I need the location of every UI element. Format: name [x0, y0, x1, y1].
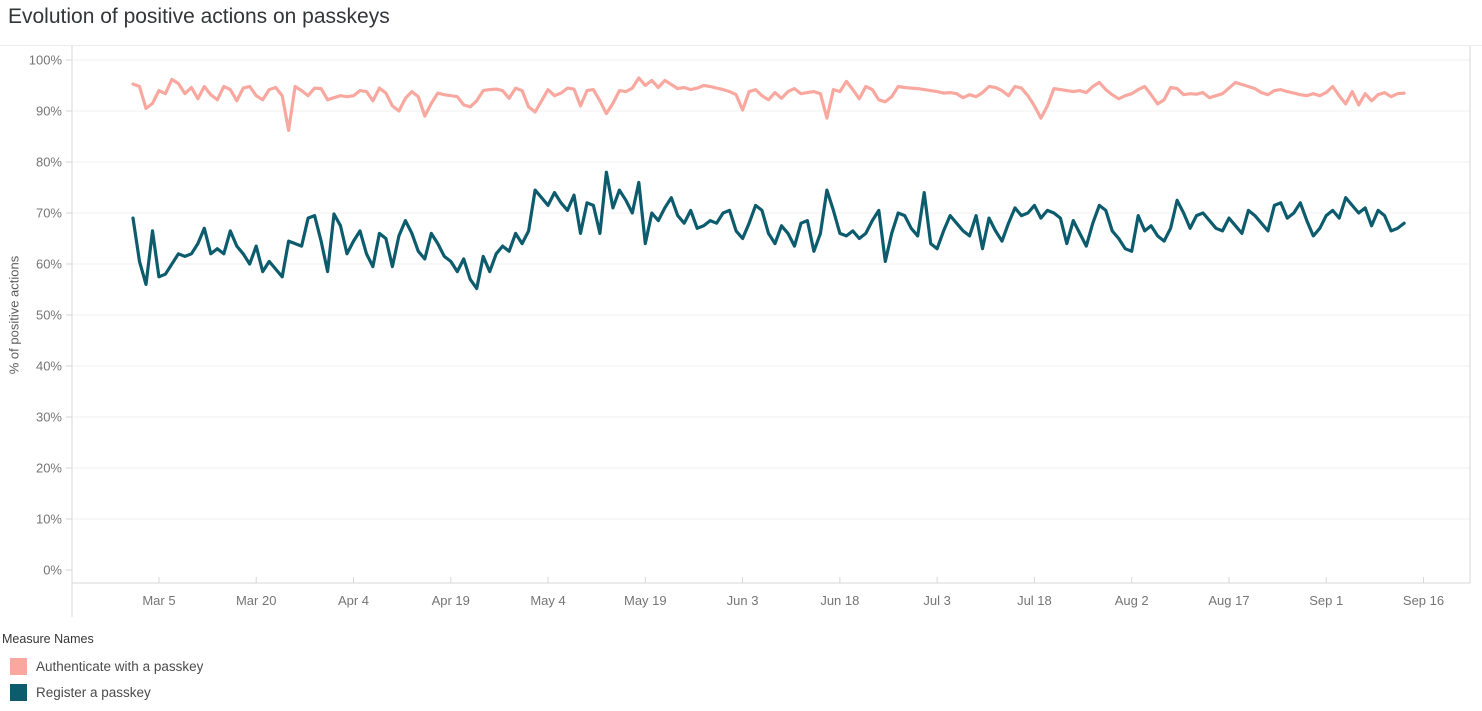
x-tick-label: Apr 4: [338, 593, 369, 608]
y-tick-label: 100%: [29, 53, 63, 68]
x-tick-label: Mar 20: [236, 593, 276, 608]
legend-item-register[interactable]: Register a passkey: [0, 679, 203, 705]
y-tick-label: 90%: [36, 104, 62, 119]
x-tick-label: May 19: [624, 593, 667, 608]
y-tick-label: 40%: [36, 359, 62, 374]
y-tick-label: 70%: [36, 206, 62, 221]
x-tick-label: Aug 2: [1115, 593, 1149, 608]
x-tick-label: Sep 16: [1403, 593, 1444, 608]
series-line-register[interactable]: [131, 170, 1406, 291]
y-tick-label: 0%: [43, 563, 62, 578]
x-tick-label: Mar 5: [142, 593, 175, 608]
x-tick-label: Aug 17: [1208, 593, 1249, 608]
y-tick-label: 80%: [36, 155, 62, 170]
legend-item-authenticate[interactable]: Authenticate with a passkey: [0, 653, 203, 679]
x-tick-label: May 4: [530, 593, 565, 608]
legend-label-register: Register a passkey: [36, 684, 151, 700]
legend: Measure Names Authenticate with a passke…: [0, 630, 203, 705]
y-tick-label: 60%: [36, 257, 62, 272]
x-tick-label: Jun 18: [820, 593, 859, 608]
x-tick-label: Jul 18: [1017, 593, 1052, 608]
legend-swatch-register: [10, 683, 27, 701]
y-tick-label: 30%: [36, 410, 62, 425]
y-tick-label: 50%: [36, 308, 62, 323]
y-tick-label: 20%: [36, 461, 62, 476]
x-tick-label: Jul 3: [923, 593, 950, 608]
series-line-authenticate[interactable]: [131, 76, 1406, 132]
y-axis-title: % of positive actions: [6, 255, 22, 375]
legend-swatch-authenticate: [10, 657, 27, 675]
line-chart-canvas: 0% 10% 20% 30% 40% 50% 60% 70% 80% 90% 100% Mar 5 Ma…: [29, 46, 1471, 617]
x-tick-label: Jun 3: [727, 593, 759, 608]
x-tick-label: Sep 1: [1309, 593, 1343, 608]
legend-label-authenticate: Authenticate with a passkey: [36, 658, 204, 674]
y-tick-label: 10%: [36, 512, 62, 527]
legend-title: Measure Names: [2, 632, 94, 646]
x-tick-label: Apr 19: [432, 593, 470, 608]
title-divider: [0, 45, 1482, 46]
page-title: Evolution of positive actions on passkey…: [8, 5, 390, 28]
